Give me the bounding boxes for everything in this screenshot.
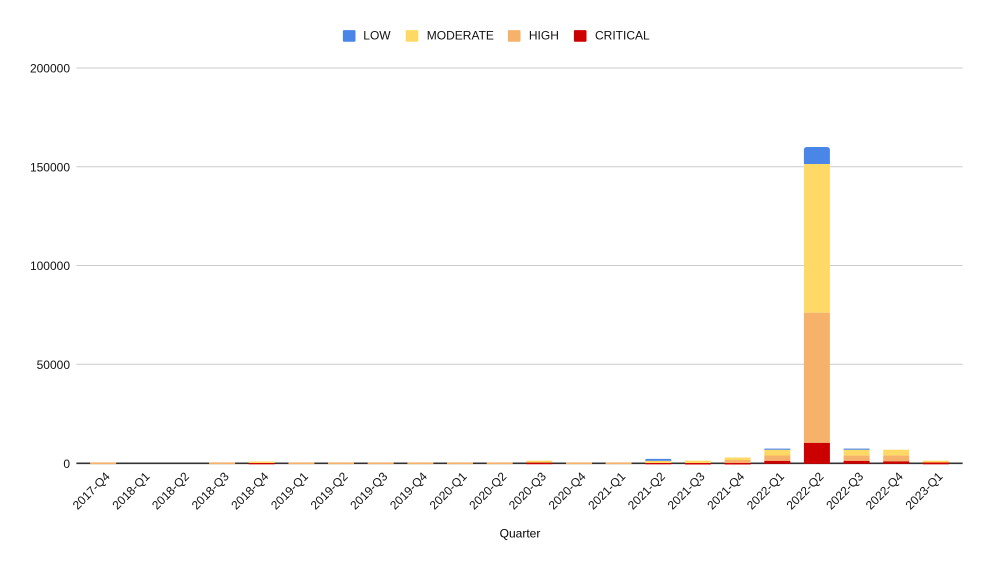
svg-text:MODERATE: MODERATE <box>427 28 494 42</box>
svg-text:200000: 200000 <box>30 62 70 76</box>
svg-text:0: 0 <box>63 457 70 471</box>
svg-text:150000: 150000 <box>30 160 70 174</box>
svg-text:100000: 100000 <box>30 259 70 273</box>
svg-text:HIGH: HIGH <box>529 28 559 42</box>
svg-text:50000: 50000 <box>37 358 71 372</box>
svg-text:Quarter: Quarter <box>500 527 541 541</box>
svg-text:CRITICAL: CRITICAL <box>595 28 650 42</box>
svg-text:LOW: LOW <box>363 28 391 42</box>
